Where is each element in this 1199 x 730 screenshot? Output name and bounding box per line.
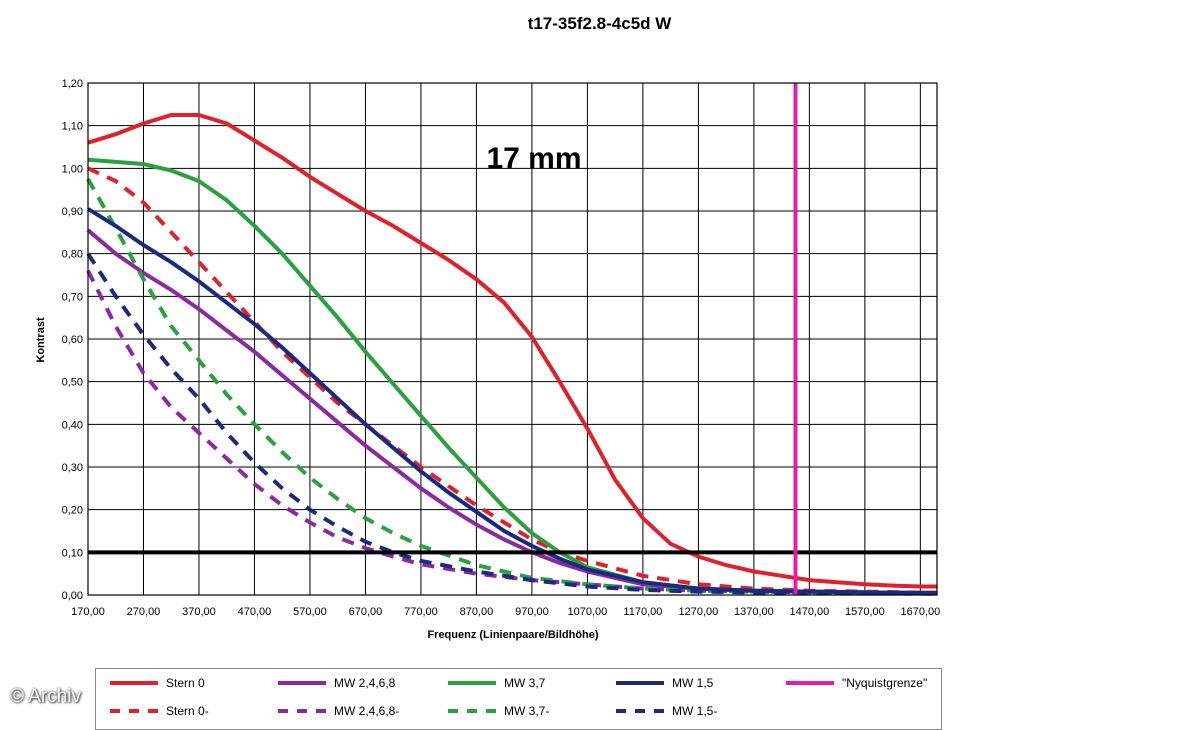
legend-swatch bbox=[448, 681, 496, 685]
y-tick-label: 0,80 bbox=[62, 249, 83, 261]
x-tick-label: 270,00 bbox=[127, 606, 161, 618]
legend-swatch bbox=[448, 709, 496, 713]
focal-length-annotation: 17 mm bbox=[486, 142, 581, 175]
legend-item: MW 2,4,6,8 bbox=[276, 675, 395, 691]
legend-label: "Nyquistgrenze" bbox=[842, 676, 928, 690]
y-tick-label: 0,20 bbox=[62, 505, 83, 517]
legend-label: MW 2,4,6,8- bbox=[334, 704, 400, 718]
series-line-stern-0- bbox=[87, 166, 938, 595]
y-tick-label: 1,20 bbox=[62, 78, 83, 90]
series-line-stern-0 bbox=[87, 113, 937, 589]
legend-label: Stern 0- bbox=[166, 704, 209, 718]
series-line-mw-3-7- bbox=[86, 178, 938, 596]
y-tick-label: 1,10 bbox=[62, 121, 83, 133]
axes: 0,00 0,10 0,20 0,30 0,40 0,50 0,60 0,70 0,80 0,90… bbox=[62, 78, 941, 618]
x-tick-label: 670,00 bbox=[349, 606, 383, 618]
legend-item: MW 3,7- bbox=[446, 703, 549, 719]
legend-item: MW 1,5- bbox=[614, 703, 717, 719]
x-tick-label: 1170,00 bbox=[623, 606, 662, 618]
series-lines bbox=[86, 83, 938, 596]
x-tick-label: 1070,00 bbox=[568, 606, 608, 618]
y-tick-label: 0,50 bbox=[62, 377, 83, 389]
legend-swatch bbox=[616, 681, 664, 685]
x-tick-label: 1570,00 bbox=[845, 606, 885, 618]
legend-swatch bbox=[786, 681, 834, 685]
x-tick-label: 1470,00 bbox=[789, 606, 829, 618]
y-tick-label: 1,00 bbox=[62, 163, 83, 175]
x-tick-label: 1270,00 bbox=[679, 606, 719, 618]
legend-swatch bbox=[616, 709, 664, 713]
legend-label: MW 3,7 bbox=[504, 676, 546, 690]
y-axis-label: Kontrast bbox=[35, 317, 47, 363]
x-tick-label: 570,00 bbox=[293, 606, 327, 618]
legend-item: MW 3,7 bbox=[446, 675, 545, 691]
y-tick-label: 0,00 bbox=[62, 590, 83, 602]
x-tick-label: 370,00 bbox=[182, 606, 216, 618]
x-tick-label: 870,00 bbox=[460, 606, 494, 618]
y-tick-label: 0,30 bbox=[62, 462, 83, 474]
y-tick-label: 0,60 bbox=[62, 334, 83, 346]
x-tick-label: 770,00 bbox=[404, 606, 438, 618]
mtf-chart: 0,00 0,10 0,20 0,30 0,40 0,50 0,60 0,70 0,80 0,90… bbox=[35, 78, 941, 641]
x-tick-label: 1370,00 bbox=[734, 606, 774, 618]
y-tick-label: 0,40 bbox=[62, 419, 83, 431]
y-tick-label: 0,90 bbox=[62, 206, 83, 218]
series-line-mw-1-5 bbox=[86, 207, 938, 595]
legend-label: MW 3,7- bbox=[504, 704, 550, 718]
legend-swatch bbox=[110, 681, 158, 685]
y-tick-label: 0,70 bbox=[62, 291, 83, 303]
x-axis-label: Frequenz (Linienpaare/Bildhöhe) bbox=[427, 629, 598, 641]
legend-label: MW 1,5 bbox=[672, 676, 714, 690]
legend-item: Stern 0 bbox=[108, 675, 205, 691]
x-tick-label: 170,00 bbox=[71, 606, 105, 618]
legend-swatch bbox=[278, 709, 326, 713]
legend-item: MW 1,5 bbox=[614, 675, 713, 691]
legend-swatch bbox=[278, 681, 326, 685]
legend-item: "Nyquistgrenze" bbox=[784, 675, 927, 691]
legend-item: Stern 0- bbox=[108, 703, 209, 719]
x-tick-label: 1670,00 bbox=[900, 606, 940, 618]
y-tick-label: 0,10 bbox=[62, 547, 83, 559]
legend: Stern 0 MW 2,4,6,8 MW 3,7 MW 1,5 "Nyquistgre… bbox=[95, 668, 942, 730]
x-tick-label: 970,00 bbox=[515, 606, 549, 618]
legend-swatch bbox=[110, 709, 158, 713]
legend-item: MW 2,4,6,8- bbox=[276, 703, 399, 719]
plot-frame bbox=[87, 82, 938, 596]
legend-label: Stern 0 bbox=[166, 676, 205, 690]
x-tick-label: 470,00 bbox=[238, 606, 272, 618]
legend-label: MW 1,5- bbox=[672, 704, 718, 718]
chart-title: t17-35f2.8-4c5d W bbox=[527, 14, 672, 33]
legend-label: MW 2,4,6,8 bbox=[334, 676, 396, 690]
watermark: © Archiv bbox=[10, 686, 82, 707]
